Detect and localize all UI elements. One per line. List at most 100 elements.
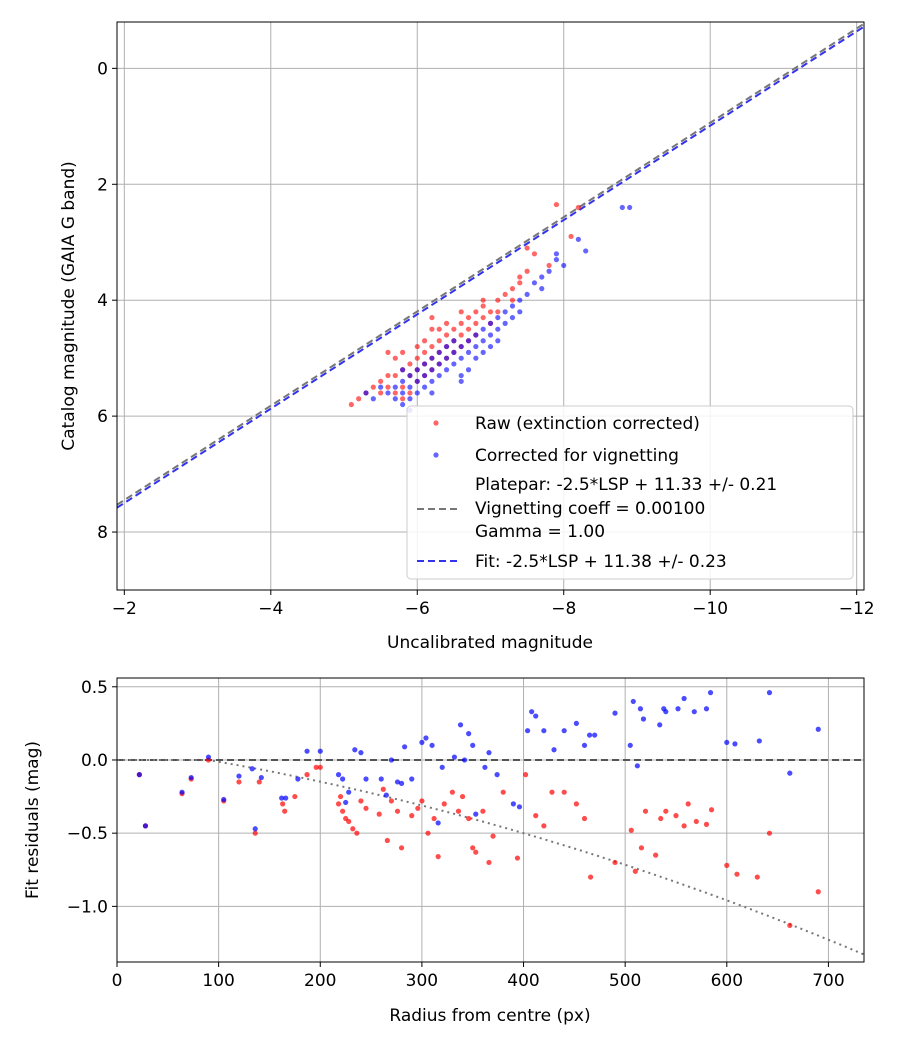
data-point bbox=[734, 871, 740, 877]
data-point bbox=[487, 309, 494, 315]
data-point bbox=[495, 297, 501, 303]
data-point bbox=[681, 823, 687, 829]
data-point bbox=[378, 378, 384, 384]
data-point bbox=[431, 815, 437, 822]
bottom-lines bbox=[117, 758, 864, 956]
top-fit-lines bbox=[117, 22, 864, 509]
data-point bbox=[443, 343, 450, 350]
legend-platepar-line2: Vignetting coeff = 0.00100 bbox=[475, 499, 705, 519]
data-point bbox=[358, 798, 364, 804]
data-point bbox=[638, 845, 645, 851]
data-point bbox=[421, 372, 428, 379]
data-point bbox=[575, 204, 581, 211]
data-point bbox=[466, 731, 472, 737]
x-tick-label: 500 bbox=[609, 971, 641, 991]
data-point bbox=[385, 349, 391, 355]
data-point bbox=[346, 789, 352, 795]
data-point bbox=[473, 355, 479, 361]
data-point bbox=[524, 268, 530, 274]
data-point bbox=[458, 343, 464, 350]
x-tick-label: 0 bbox=[112, 971, 123, 991]
data-point bbox=[188, 774, 194, 781]
data-point bbox=[451, 361, 457, 367]
data-point bbox=[533, 813, 539, 819]
data-point bbox=[380, 786, 386, 792]
data-point bbox=[407, 390, 413, 396]
x-tick-label: 600 bbox=[711, 971, 743, 991]
legend-platepar-line3: Gamma = 1.00 bbox=[475, 522, 605, 542]
data-point bbox=[619, 204, 625, 211]
data-point bbox=[724, 862, 730, 868]
data-point bbox=[480, 303, 486, 309]
data-point bbox=[384, 837, 390, 844]
data-point bbox=[653, 852, 659, 858]
data-point bbox=[539, 274, 545, 280]
data-point bbox=[724, 739, 730, 746]
data-point bbox=[354, 830, 360, 836]
data-point bbox=[756, 738, 762, 744]
data-point bbox=[583, 248, 589, 254]
data-point bbox=[634, 763, 640, 769]
data-point bbox=[495, 326, 501, 332]
y-tick-label: 0 bbox=[97, 59, 108, 79]
data-point bbox=[487, 343, 494, 350]
data-point bbox=[205, 754, 212, 760]
data-point bbox=[407, 384, 413, 390]
y-tick-label: 0.5 bbox=[81, 678, 108, 698]
data-point bbox=[415, 805, 421, 811]
top-chart: −2 −4 −6 −8 −10 −12 0 2 4 6 8 Uncalibrated magnitu… bbox=[59, 21, 875, 653]
data-point bbox=[517, 297, 523, 303]
data-point bbox=[282, 808, 288, 814]
data-point bbox=[480, 349, 486, 355]
data-point bbox=[429, 390, 435, 396]
data-point bbox=[473, 811, 479, 817]
data-point bbox=[142, 823, 149, 829]
bottom-ticks: 0 100 200 300 400 500 600 700 0.5 0.0 −0.5 −1.0 bbox=[67, 678, 845, 991]
data-point bbox=[458, 320, 464, 326]
data-point bbox=[451, 349, 457, 355]
data-point bbox=[703, 821, 710, 827]
data-point bbox=[436, 372, 442, 379]
data-point bbox=[343, 799, 349, 806]
data-point bbox=[400, 401, 406, 408]
data-point bbox=[356, 396, 362, 402]
data-point bbox=[340, 808, 346, 814]
data-point bbox=[335, 801, 342, 807]
data-point bbox=[561, 789, 567, 795]
data-point bbox=[754, 874, 760, 880]
y-tick-label: 2 bbox=[97, 175, 108, 195]
data-point bbox=[392, 390, 398, 396]
data-point bbox=[400, 396, 406, 402]
data-point bbox=[592, 732, 598, 738]
data-point bbox=[539, 286, 545, 292]
data-point bbox=[516, 804, 523, 810]
data-point bbox=[457, 722, 464, 728]
data-point bbox=[553, 251, 560, 257]
top-ylabel: Catalog magnitude (GAIA G band) bbox=[59, 161, 79, 451]
data-point bbox=[581, 815, 588, 822]
data-point bbox=[441, 801, 447, 807]
data-point bbox=[707, 690, 714, 696]
data-point bbox=[236, 773, 242, 779]
data-point bbox=[378, 390, 384, 396]
data-point bbox=[394, 808, 401, 814]
data-point bbox=[766, 830, 773, 836]
data-point bbox=[693, 818, 699, 825]
data-point bbox=[385, 384, 391, 390]
data-point bbox=[370, 384, 376, 390]
bottom-points bbox=[136, 690, 821, 929]
data-point bbox=[388, 757, 395, 763]
data-point bbox=[429, 326, 435, 332]
y-tick-label: 6 bbox=[97, 407, 108, 427]
data-point bbox=[461, 757, 468, 763]
data-point bbox=[429, 343, 435, 350]
data-point bbox=[398, 845, 405, 851]
data-point bbox=[487, 332, 494, 338]
data-point bbox=[691, 709, 697, 715]
legend-fit-label: Fit: -2.5*LSP + 11.38 +/- 0.23 bbox=[475, 552, 727, 572]
data-point bbox=[358, 750, 364, 756]
fit-line bbox=[117, 22, 864, 506]
data-point bbox=[486, 859, 492, 866]
data-point bbox=[400, 384, 406, 390]
data-point bbox=[400, 349, 406, 355]
